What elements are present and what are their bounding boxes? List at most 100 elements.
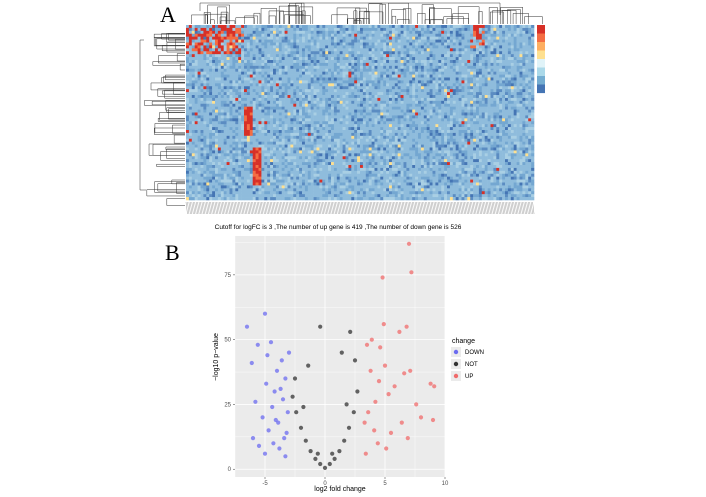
heatmap-cell [371, 74, 375, 78]
heatmap-cell [481, 54, 485, 58]
heatmap-cell [255, 54, 259, 58]
heatmap-cell [464, 118, 468, 122]
heatmap-cell [429, 112, 433, 116]
heatmap-cell [441, 118, 445, 122]
heatmap-cell [354, 118, 358, 122]
heatmap-cell [374, 106, 378, 110]
heatmap-cell [348, 36, 352, 40]
heatmap-cell [409, 30, 413, 35]
heatmap-cell [273, 100, 277, 105]
heatmap-cell [432, 109, 436, 113]
heatmap-cell [484, 54, 488, 58]
heatmap-cell [438, 27, 442, 32]
heatmap-cell [522, 27, 526, 32]
heatmap-cell [386, 92, 390, 96]
heatmap-cell [377, 112, 381, 116]
heatmap-cell [246, 103, 251, 107]
heatmap-cell [304, 92, 309, 96]
heatmap-cell [502, 89, 506, 93]
heatmap-cell [360, 80, 364, 84]
heatmap-cell [212, 89, 216, 93]
heatmap-cell [365, 33, 369, 37]
heatmap-cell [287, 135, 291, 140]
heatmap-cell [235, 25, 239, 29]
heatmap-cell [496, 68, 500, 72]
heatmap-cell [270, 112, 274, 116]
heatmap-cell [278, 27, 282, 32]
heatmap-cell [194, 118, 198, 122]
heatmap-cell [212, 135, 216, 140]
heatmap-cell [528, 121, 532, 125]
heatmap-cell [441, 109, 445, 113]
heatmap-cell [287, 30, 291, 35]
heatmap-cell [519, 57, 523, 61]
heatmap-cell [212, 115, 216, 119]
heatmap-cell [342, 135, 346, 140]
heatmap-cell [275, 77, 280, 81]
heatmap-cell [261, 36, 265, 40]
heatmap-cell [444, 100, 448, 105]
heatmap-cell [249, 27, 253, 32]
heatmap-cell [371, 71, 375, 75]
heatmap-cell [275, 100, 280, 105]
heatmap-cell [362, 103, 367, 107]
heatmap-cell [389, 95, 393, 99]
heatmap-cell [484, 86, 488, 90]
heatmap-cell [191, 27, 195, 32]
heatmap-cell [264, 39, 268, 43]
heatmap-cell [238, 30, 242, 35]
dendrogram-branch [397, 19, 410, 24]
heatmap-cell [215, 48, 219, 52]
heatmap-cell [241, 124, 245, 128]
heatmap-cell [380, 65, 384, 70]
heatmap-cell [415, 39, 419, 43]
heatmap-cell [423, 118, 427, 122]
heatmap-cell [499, 77, 503, 81]
heatmap-cell [351, 39, 355, 43]
heatmap-cell [467, 71, 471, 75]
heatmap-cell [304, 33, 309, 37]
heatmap-cell [377, 33, 381, 37]
heatmap-cell [394, 112, 398, 116]
heatmap-cell [391, 109, 396, 113]
heatmap-cell [296, 83, 300, 87]
heatmap-cell [371, 97, 375, 102]
heatmap-cell [467, 60, 471, 64]
heatmap-cell [270, 77, 274, 81]
heatmap-cell [194, 39, 198, 43]
heatmap-cell [502, 138, 506, 142]
heatmap-cell [409, 57, 413, 61]
heatmap-cell [188, 115, 193, 119]
heatmap-cell [397, 83, 401, 87]
heatmap-cell [293, 135, 297, 140]
heatmap-cell [386, 54, 390, 58]
heatmap-cell [499, 130, 503, 134]
heatmap-cell [342, 57, 346, 61]
heatmap-cell [220, 132, 224, 137]
heatmap-cell [322, 138, 326, 142]
heatmap-cell [519, 54, 523, 58]
heatmap-cell [241, 48, 245, 52]
heatmap-cell [362, 80, 367, 84]
heatmap-cell [290, 115, 294, 119]
heatmap-cell [342, 45, 346, 49]
heatmap-cell [209, 25, 213, 29]
heatmap-cell [516, 86, 520, 90]
heatmap-cell [438, 57, 442, 61]
heatmap-cell [249, 60, 253, 64]
heatmap-cell [261, 45, 265, 49]
heatmap-cell [351, 112, 355, 116]
heatmap-cell [473, 36, 477, 40]
heatmap-cell [444, 74, 448, 78]
heatmap-cell [336, 103, 340, 107]
heatmap-cell [307, 118, 311, 122]
heatmap-cell [391, 36, 396, 40]
heatmap-cell [461, 27, 465, 32]
heatmap-cell [481, 57, 485, 61]
heatmap-cell [264, 127, 268, 131]
heatmap-cell [264, 60, 268, 64]
heatmap-cell [403, 71, 407, 75]
heatmap-cell [449, 83, 454, 87]
heatmap-cell [394, 118, 398, 122]
heatmap-cell [310, 130, 314, 134]
